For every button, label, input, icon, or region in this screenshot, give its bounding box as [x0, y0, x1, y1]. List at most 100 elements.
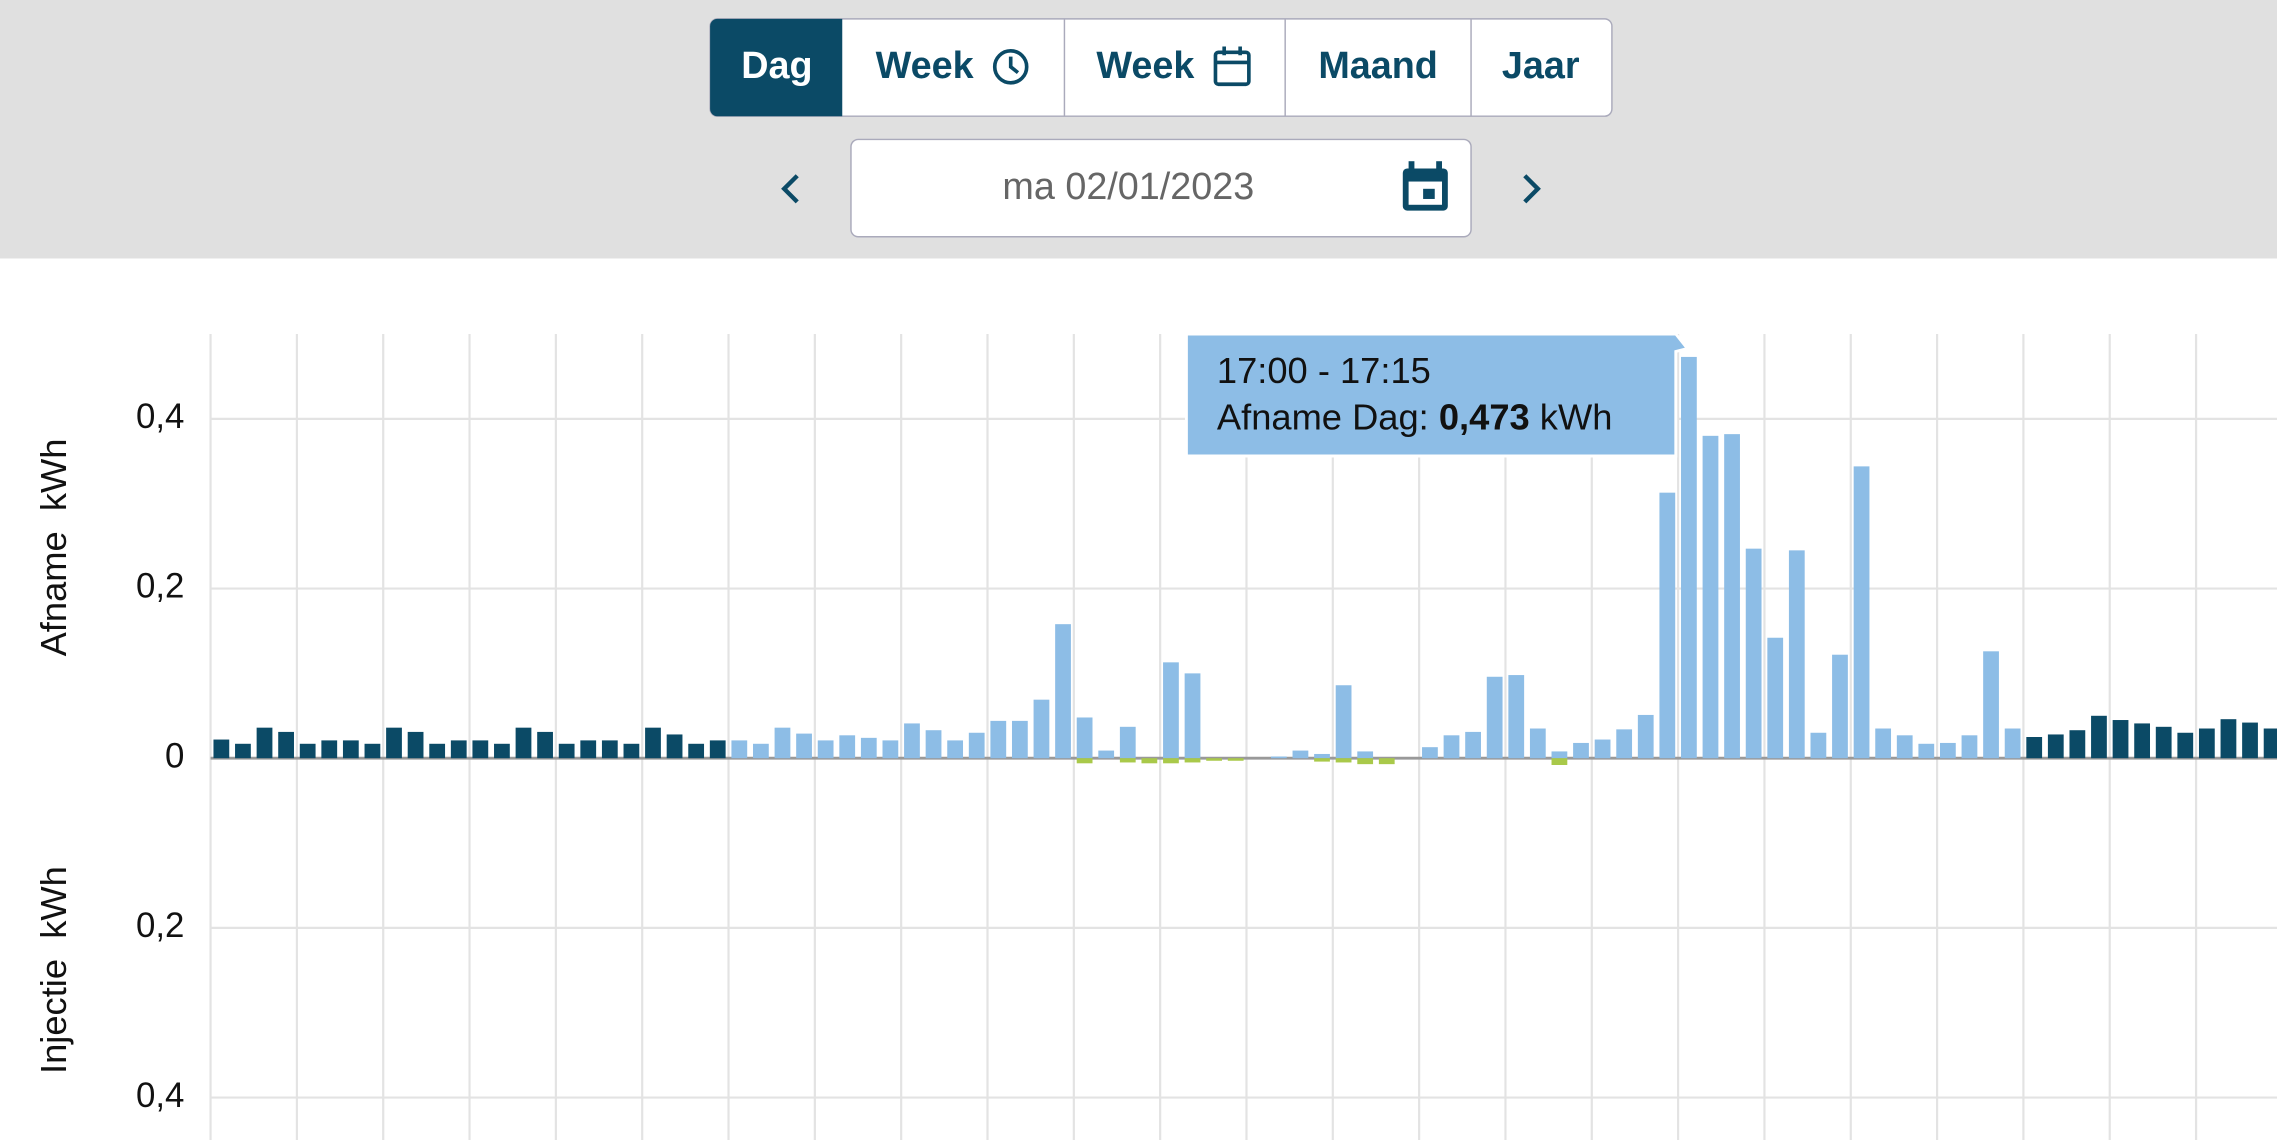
bar: [1788, 550, 1805, 759]
bar: [2047, 734, 2064, 759]
y-tick-label: 0,4: [136, 397, 184, 436]
bar: [213, 739, 230, 759]
bar: [1832, 654, 1848, 759]
bar: [450, 740, 467, 759]
bar: [256, 727, 273, 759]
bar: [1724, 434, 1740, 759]
bar: [623, 743, 640, 759]
bar: [1357, 758, 1374, 765]
bar: [1184, 758, 1201, 763]
bar: [1896, 735, 1913, 759]
tooltip-time: 17:00 - 17:15: [1217, 350, 1431, 391]
bar: [1033, 699, 1050, 759]
bar: [1119, 758, 1136, 763]
tooltip-line: Afname Dag: 0,473 kWh: [1217, 396, 1613, 437]
bar: [1141, 758, 1158, 764]
y-axis-title-bottom: Injectie kWh: [33, 866, 74, 1074]
bar: [925, 730, 942, 759]
plot: [213, 356, 2277, 765]
bar: [645, 727, 661, 759]
bar: [342, 740, 359, 759]
bar: [1378, 758, 1395, 765]
bar: [1659, 492, 1676, 759]
date-text: ma 02/01/2023: [1002, 165, 1254, 207]
bar: [1573, 742, 1589, 759]
bar: [2263, 728, 2277, 759]
active-tab-bg: [710, 18, 843, 117]
bar: [235, 743, 251, 759]
date-picker-icon[interactable]: [1402, 161, 1448, 211]
bar: [860, 737, 877, 759]
bar: [990, 720, 1007, 759]
bar: [1939, 742, 1956, 759]
bar: [1529, 728, 1546, 759]
bar: [601, 740, 618, 759]
tooltip: 17:00 - 17:15 Afname Dag: 0,473 kWh: [1184, 332, 1690, 458]
bar: [1206, 758, 1222, 761]
bar: [817, 740, 834, 759]
bar: [2177, 732, 2194, 759]
prev-button[interactable]: [781, 174, 799, 204]
bar: [2004, 728, 2021, 759]
bar: [1163, 662, 1179, 759]
bar: [2026, 736, 2043, 759]
bar: [1551, 751, 1568, 759]
bar: [1681, 356, 1697, 759]
bar: [1918, 743, 1935, 759]
bar: [2134, 723, 2151, 759]
bar: [968, 732, 985, 759]
bar: [774, 727, 791, 759]
tab-jaar[interactable]: Jaar: [1502, 44, 1580, 86]
y-tick-label: 0,2: [136, 567, 184, 606]
bar: [1767, 637, 1784, 759]
bar: [882, 740, 899, 759]
bar: [2091, 715, 2107, 759]
bar: [1335, 685, 1352, 759]
y-tick-label: 0,2: [136, 906, 184, 945]
tab-week-rolling[interactable]: Week: [876, 44, 975, 86]
bar: [2242, 722, 2258, 759]
clock-icon: [992, 49, 1029, 85]
bar: [731, 740, 748, 759]
bar: [1357, 751, 1374, 759]
bar: [753, 743, 769, 759]
bar: [1594, 739, 1611, 759]
bar: [364, 743, 381, 759]
bar: [1486, 676, 1503, 759]
tooltip-value: 0,473: [1439, 396, 1530, 437]
bar: [1508, 675, 1525, 759]
bar: [2220, 719, 2237, 759]
bar: [1983, 651, 1999, 759]
tab-week-calendar[interactable]: Week: [1096, 44, 1195, 86]
tab-dag[interactable]: Dag: [741, 44, 812, 86]
bar: [1616, 729, 1633, 759]
bar: [299, 743, 316, 759]
bar: [1314, 753, 1330, 759]
bar: [1184, 673, 1201, 759]
y-tick-label: 0: [165, 736, 184, 775]
bar: [1745, 548, 1762, 759]
date-field[interactable]: [850, 138, 1472, 238]
y-tick-label: 0,4: [136, 1076, 184, 1115]
bar: [1098, 750, 1115, 759]
bar: [1270, 756, 1287, 759]
bar: [1314, 758, 1330, 762]
bar: [537, 731, 553, 759]
bar: [1551, 758, 1568, 765]
bar: [429, 743, 446, 759]
bar: [1810, 732, 1827, 759]
bar: [472, 740, 489, 759]
tooltip-label: Afname Dag:: [1217, 396, 1429, 437]
bar: [839, 735, 856, 759]
bar: [1465, 731, 1481, 759]
tab-maand[interactable]: Maand: [1318, 44, 1438, 86]
bar: [1011, 720, 1028, 759]
bar: [1163, 758, 1179, 764]
bar: [321, 740, 338, 759]
bar: [1853, 466, 1870, 759]
bar: [1227, 758, 1244, 761]
bar: [1961, 735, 1978, 759]
calendar-icon: [1213, 46, 1251, 87]
next-button[interactable]: [1523, 174, 1541, 204]
